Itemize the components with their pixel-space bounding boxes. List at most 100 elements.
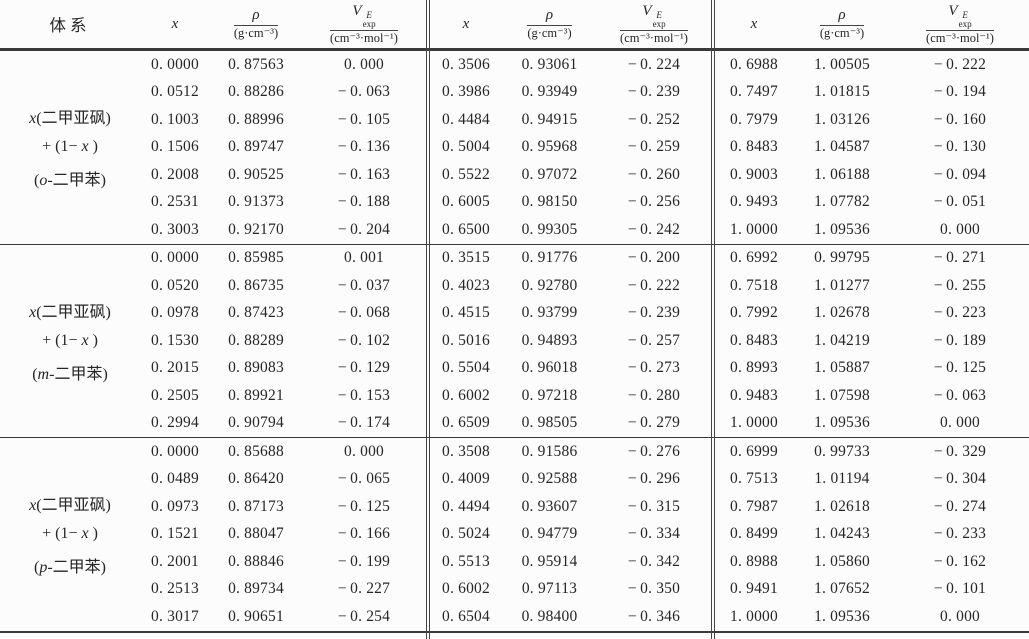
- cell-density: 0. 88996: [228, 110, 284, 128]
- cell-density: 0. 85688: [228, 442, 284, 460]
- system-label-line: (m-二甲苯): [32, 365, 108, 383]
- cell-density: 1. 05887: [814, 359, 870, 377]
- cell-x: 0. 2994: [151, 414, 199, 432]
- cell-excess-volume: − 0. 252: [627, 110, 681, 128]
- cell-x: 0. 8499: [730, 525, 778, 543]
- cell-density: 0. 89083: [228, 359, 284, 377]
- cell-x: 0. 5513: [442, 552, 490, 570]
- cell-density: 0. 94915: [521, 110, 578, 128]
- cell-x: 0. 2505: [151, 386, 199, 404]
- cell-x: 0. 6988: [730, 55, 778, 73]
- cell-x: 0. 8988: [730, 552, 778, 570]
- cell-excess-volume: − 0. 271: [933, 249, 987, 267]
- header-density: ρ (g·cm⁻³): [527, 7, 572, 40]
- cell-excess-volume: − 0. 174: [337, 414, 391, 432]
- cell-excess-volume: − 0. 063: [337, 83, 391, 101]
- cell-excess-volume: − 0. 204: [337, 220, 391, 238]
- cell-excess-volume: − 0. 068: [337, 304, 391, 322]
- cell-density: 0. 94779: [521, 525, 578, 543]
- cell-excess-volume: − 0. 233: [933, 525, 987, 543]
- cell-x: 0. 0973: [151, 497, 199, 515]
- cell-excess-volume: − 0. 194: [933, 83, 987, 101]
- data-block: 0. 6992 0. 99795 − 0. 271 0. 7518 1. 01277 − …: [715, 245, 1029, 438]
- cell-density: 1. 04219: [814, 331, 870, 349]
- cell-density: 0. 92170: [228, 220, 284, 238]
- cell-excess-volume: − 0. 125: [337, 497, 391, 515]
- system-label: x(二甲亚砜) + (1− x ) (o-二甲苯): [0, 51, 140, 244]
- cell-density: 0. 85985: [228, 249, 284, 267]
- header-x: x: [750, 15, 758, 32]
- cell-excess-volume: − 0. 257: [627, 331, 681, 349]
- cell-x: 0. 4023: [442, 276, 490, 294]
- cell-x: 0. 3003: [151, 220, 199, 238]
- cell-excess-volume: 0. 000: [344, 442, 384, 460]
- cell-excess-volume: − 0. 279: [627, 414, 681, 432]
- cell-x: 0. 5024: [442, 525, 490, 543]
- cell-excess-volume: − 0. 254: [337, 607, 391, 625]
- cell-excess-volume: − 0. 163: [337, 165, 391, 183]
- density-unit-fraction: ρ (g·cm⁻³): [233, 7, 279, 40]
- cell-density: 0. 90651: [228, 607, 284, 625]
- cell-density: 0. 93799: [521, 304, 578, 322]
- cell-density: 1. 07598: [814, 386, 870, 404]
- data-block: 0. 3506 0. 93061 − 0. 224 0. 3986 0. 93949 − …: [430, 51, 711, 244]
- cell-density: 0. 87173: [228, 497, 284, 515]
- cell-x: 0. 0000: [151, 55, 199, 73]
- cell-x: 0. 0520: [151, 276, 199, 294]
- cell-x: 0. 6509: [442, 414, 490, 432]
- cell-density: 0. 88846: [228, 552, 284, 570]
- cell-x: 0. 9491: [730, 580, 778, 598]
- system-label: x(二甲亚砜) + (1− x ) (p-二甲苯): [0, 438, 140, 631]
- cell-x: 0. 7518: [730, 276, 778, 294]
- cell-excess-volume: − 0. 224: [627, 55, 681, 73]
- cell-excess-volume: − 0. 255: [933, 276, 987, 294]
- cell-density: 0. 99733: [814, 442, 870, 460]
- cell-density: 0. 89734: [228, 580, 284, 598]
- cell-excess-volume: − 0. 242: [627, 220, 681, 238]
- cell-x: 0. 8483: [730, 138, 778, 156]
- cell-density: 0. 96018: [521, 359, 578, 377]
- cell-x: 0. 3986: [442, 83, 490, 101]
- cell-excess-volume: − 0. 199: [337, 552, 391, 570]
- cell-x: 0. 3515: [442, 249, 490, 267]
- cell-x: 0. 2513: [151, 580, 199, 598]
- cell-excess-volume: − 0. 188: [337, 193, 391, 211]
- cell-x: 1. 0000: [730, 607, 778, 625]
- table-group: x(二甲亚砜) + (1− x ) (m-二甲苯) 0. 0000 0. 85985 0.…: [0, 245, 1029, 438]
- cell-excess-volume: 0. 000: [344, 55, 384, 73]
- cell-x: 0. 7987: [730, 497, 778, 515]
- header-density: ρ (g·cm⁻³): [233, 7, 279, 40]
- cell-excess-volume: − 0. 189: [933, 331, 987, 349]
- density-unit-fraction: ρ (g·cm⁻³): [819, 7, 865, 40]
- cell-excess-volume: 0. 000: [940, 607, 980, 625]
- cell-x: 0. 8483: [730, 331, 778, 349]
- cell-density: 0. 92588: [521, 470, 578, 488]
- cell-density: 0. 98505: [521, 414, 578, 432]
- cell-density: 0. 88047: [228, 525, 284, 543]
- cell-x: 0. 0512: [151, 83, 199, 101]
- cell-x: 0. 6504: [442, 607, 490, 625]
- data-block: 0. 0000 0. 87563 0. 000 0. 0512 0. 88286 − 0.…: [140, 51, 426, 244]
- cell-excess-volume: − 0. 342: [627, 552, 681, 570]
- cell-x: 0. 7513: [730, 470, 778, 488]
- cell-density: 0. 89747: [228, 138, 284, 156]
- cell-excess-volume: − 0. 129: [337, 359, 391, 377]
- cell-density: 0. 91586: [521, 442, 578, 460]
- cell-density: 1. 09536: [814, 220, 870, 238]
- system-label-line: + (1− x ): [42, 525, 98, 543]
- header-system: 体系: [49, 16, 91, 35]
- cell-excess-volume: − 0. 094: [933, 165, 987, 183]
- cell-excess-volume: − 0. 222: [933, 55, 987, 73]
- table-group: x(二甲亚砜) + (1− x ) (o-二甲苯) 0. 0000 0. 87563 0.…: [0, 51, 1029, 245]
- cell-excess-volume: − 0. 334: [627, 525, 681, 543]
- cell-density: 1. 09536: [814, 414, 870, 432]
- cell-x: 0. 1521: [151, 525, 199, 543]
